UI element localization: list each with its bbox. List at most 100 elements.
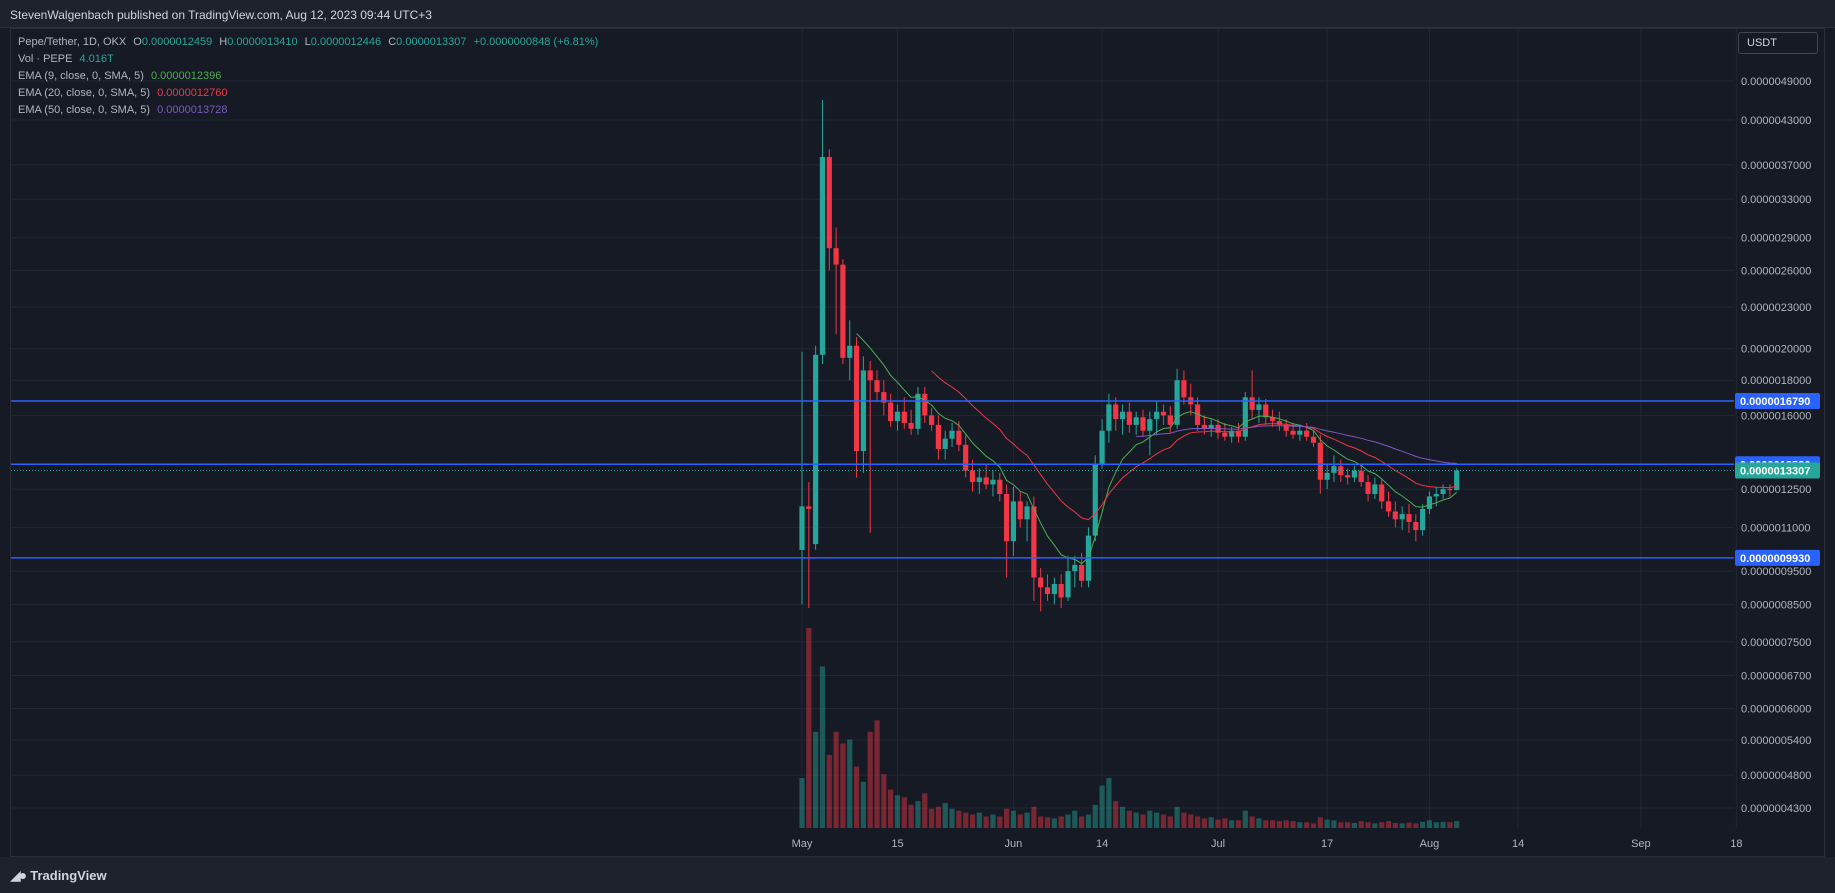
candle-body: [915, 393, 921, 429]
volume-bar: [1406, 822, 1412, 828]
candle-body: [1099, 430, 1105, 464]
candle-body: [1399, 514, 1405, 520]
y-tick-label: 0.0000009500: [1741, 566, 1811, 578]
volume-bar: [1181, 812, 1187, 828]
legend-ema50-label: EMA (50, close, 0, SMA, 5): [18, 104, 151, 116]
volume-bar: [949, 808, 955, 828]
y-tick-label: 0.0000004800: [1741, 770, 1811, 782]
candle-body: [956, 430, 962, 445]
candle-body: [1372, 484, 1378, 494]
volume-bar: [1440, 821, 1446, 828]
volume-bar: [1079, 816, 1085, 828]
candle-body: [1379, 484, 1385, 502]
candle-body: [949, 430, 955, 439]
legend-ema9-row[interactable]: EMA (9, close, 0, SMA, 5) 0.0000012396: [18, 68, 602, 85]
chart-legend: Pepe/Tether, 1D, OKX O0.0000012459 H0.00…: [18, 34, 602, 119]
candle-body: [840, 264, 846, 358]
candle-body: [1126, 411, 1132, 425]
volume-bar: [853, 766, 860, 828]
candle-body: [1447, 489, 1453, 491]
price-tag-label: 0.0000009930: [1740, 553, 1810, 565]
y-tick-label: 0.0000006000: [1741, 703, 1811, 715]
candle-body: [1010, 501, 1017, 542]
candle-body: [1004, 493, 1010, 542]
volume-bar: [1242, 810, 1248, 828]
publish-line: StevenWalgenbach published on TradingVie…: [10, 8, 432, 22]
candle-body: [922, 393, 928, 416]
volume-bar: [847, 739, 853, 828]
bottom-bar: [0, 857, 1835, 893]
volume-bar: [1345, 822, 1351, 828]
candle-body: [1160, 411, 1167, 416]
legend-ema20-row[interactable]: EMA (20, close, 0, SMA, 5) 0.0000012760: [18, 85, 602, 102]
volume-bar: [1304, 822, 1310, 828]
candle-body: [1133, 417, 1139, 425]
price-tag-label: 0.0000013307: [1740, 465, 1810, 477]
volume-bar: [860, 781, 866, 828]
volume-bar: [942, 803, 948, 828]
candle-body: [1154, 411, 1160, 420]
volume-bar: [990, 814, 996, 828]
candle-body: [976, 477, 982, 483]
legend-open-value: 0.0000012459: [141, 36, 213, 48]
volume-bar: [1331, 820, 1337, 828]
legend-ema50-value: 0.0000013728: [157, 104, 228, 116]
candle-body: [1365, 482, 1371, 494]
y-tick-label: 0.0000033000: [1741, 194, 1811, 206]
volume-bar: [1263, 820, 1269, 828]
volume-bar: [1351, 823, 1358, 828]
horizontal-levels: [11, 400, 1734, 559]
candle-body: [1024, 506, 1030, 520]
y-tick-label: 0.0000005400: [1741, 735, 1811, 747]
candle-body: [1119, 411, 1126, 420]
candle-body: [1242, 397, 1248, 437]
time-axis: May 15 Jun 14 Jul 17 Aug 14 Sep 18: [792, 838, 1743, 850]
volume-bar: [888, 789, 894, 828]
candle-body: [847, 345, 853, 358]
legend-ema50-row[interactable]: EMA (50, close, 0, SMA, 5) 0.0000013728: [18, 102, 602, 119]
candle-body: [1092, 463, 1098, 536]
currency-selector[interactable]: USDT: [1738, 32, 1818, 54]
candle-body: [894, 411, 901, 422]
volume-bar: [1044, 817, 1051, 828]
tradingview-logo[interactable]: ◢● TradingView: [10, 867, 107, 884]
y-tick-label: 0.0000007500: [1741, 637, 1811, 649]
candle-body: [799, 506, 805, 550]
ema-50-line: [1136, 425, 1457, 464]
candle-body: [901, 411, 907, 423]
volume-bar: [1256, 818, 1262, 828]
volume-bar: [1215, 819, 1221, 828]
y-tick-label: 0.0000037000: [1741, 160, 1811, 172]
legend-ohlc-row[interactable]: Pepe/Tether, 1D, OKX O0.0000012459 H0.00…: [18, 34, 602, 51]
legend-volume-row[interactable]: Vol · PEPE 4.016T: [18, 51, 602, 68]
volume-bar: [1208, 817, 1214, 828]
candle-body: [1385, 501, 1392, 512]
candle-body: [1140, 417, 1146, 431]
candle-body: [1058, 584, 1064, 598]
volume-bar: [819, 666, 826, 828]
volume-bar: [1092, 804, 1098, 828]
y-tick-label: 0.0000043000: [1741, 115, 1811, 127]
y-tick-label: 0.0000026000: [1741, 265, 1811, 277]
volume-bar: [1051, 818, 1057, 828]
legend-ema20-label: EMA (20, close, 0, SMA, 5): [18, 87, 151, 99]
volume-bar: [1420, 821, 1426, 828]
tradingview-brand-text: TradingView: [30, 868, 107, 883]
volume-bar: [1126, 810, 1132, 828]
top-bar: StevenWalgenbach published on TradingVie…: [0, 0, 1835, 28]
y-tick-label: 0.0000008500: [1741, 599, 1811, 611]
price-tag-label: 0.0000016790: [1740, 396, 1810, 408]
legend-low-label: L: [304, 36, 311, 48]
candle-body: [1317, 442, 1323, 480]
candles: [799, 99, 1460, 612]
candle-body: [806, 506, 812, 509]
candle-body: [1181, 380, 1187, 398]
candle-body: [881, 392, 887, 403]
candle-body: [1290, 430, 1296, 435]
legend-volume-label: Vol · PEPE: [18, 53, 73, 65]
candle-body: [1413, 521, 1419, 531]
candle-body: [1454, 470, 1460, 491]
volume-bars: [799, 628, 1460, 828]
volume-bar: [1290, 821, 1296, 828]
